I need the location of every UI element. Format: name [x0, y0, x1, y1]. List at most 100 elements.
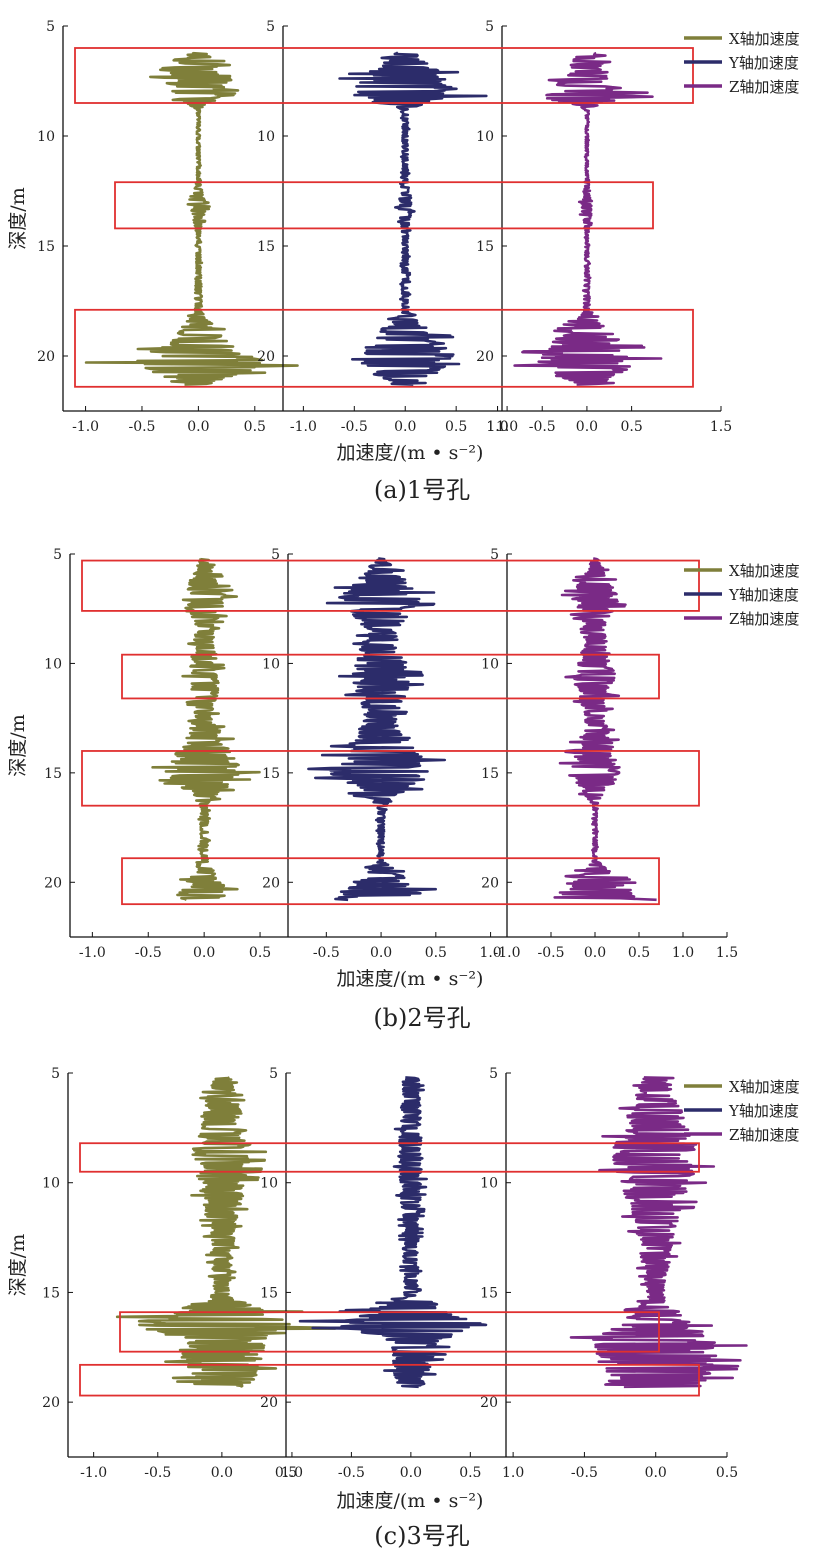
highlight-box — [81, 750, 700, 807]
legend: X轴加速度 Y轴加速度 Z轴加速度 — [684, 562, 800, 628]
x-tick-label: 0.5 — [716, 1465, 738, 1481]
x-tick-label: -0.5 — [338, 1465, 365, 1481]
y-axis-title: 深度/m — [7, 187, 29, 249]
x-tick-label: 0.5 — [445, 419, 467, 435]
x-tick-label: 0.0 — [211, 1465, 233, 1481]
x-tick-label: 1.0 — [502, 1465, 524, 1481]
highlight-box — [79, 1142, 700, 1173]
y-tick-label: 5 — [489, 1066, 498, 1082]
highlight-box — [79, 1363, 700, 1397]
x-tick-label: -1.0 — [290, 419, 317, 435]
trace-y — [338, 51, 488, 386]
x-tick-label: -0.5 — [135, 945, 162, 961]
x-tick-label: 0.0 — [645, 1465, 667, 1481]
subfigure-3: 5 10 15 20 -1.0 -0.5 0.0 0.5 5 10 15 20 1.0 -0.5 0.0 0.… — [7, 1066, 800, 1550]
y-tick-label: 15 — [42, 1285, 60, 1301]
trace-z — [553, 557, 657, 902]
x-tick-label: -0.5 — [341, 419, 368, 435]
x-axis-title: 加速度/(m • s⁻²) — [337, 968, 484, 990]
highlight-box — [121, 857, 660, 906]
panel-z: 5 10 15 20 -1.0 -0.5 0.0 0.5 1.0 1.5 — [481, 547, 738, 961]
y-tick-label: 15 — [37, 239, 55, 255]
x-axis-title: 加速度/(m • s⁻²) — [337, 1490, 484, 1512]
y-tick-label: 5 — [269, 1066, 278, 1082]
x-tick-label: 1.0 — [672, 945, 694, 961]
panel-x: 5 10 15 20 -1.0 -0.5 0.0 0.5 — [37, 19, 299, 435]
y-tick-label: 15 — [262, 766, 280, 782]
legend: X轴加速度 Y轴加速度 Z轴加速度 — [684, 1078, 800, 1144]
x-tick-label: 1.0 — [496, 419, 518, 435]
x-tick-label: 0.5 — [425, 945, 447, 961]
x-tick-label: -0.5 — [571, 1465, 598, 1481]
panel-x: 5 10 15 20 -1.0 -0.5 0.0 0.5 — [44, 547, 271, 961]
y-tick-label: 5 — [490, 547, 499, 563]
y-tick-label: 10 — [481, 656, 499, 672]
trace-y — [307, 557, 447, 902]
y-tick-label: 20 — [44, 875, 62, 891]
x-tick-label: 0.0 — [187, 419, 209, 435]
panel-y: 5 10 15 20 -1.0 -0.5 0.0 0.5 1.0 — [257, 19, 518, 435]
subfigure-caption: (a)1号孔 — [374, 476, 470, 504]
highlight-box — [114, 181, 654, 230]
y-tick-label: 5 — [266, 19, 275, 35]
x-tick-label: -0.5 — [144, 1465, 171, 1481]
y-tick-label: 10 — [480, 1176, 498, 1192]
y-tick-label: 5 — [53, 547, 62, 563]
y-tick-label: 5 — [46, 19, 55, 35]
x-tick-label: 1.0 — [486, 419, 508, 435]
x-tick-label: 0.0 — [400, 1465, 422, 1481]
trace-x — [84, 51, 299, 386]
x-tick-label: 0.0 — [584, 945, 606, 961]
trace-x — [115, 1076, 339, 1388]
x-tick-label: 0.5 — [249, 945, 271, 961]
y-tick-label: 10 — [37, 129, 55, 145]
panel-y: 5 10 15 20 1.0 -0.5 0.0 0.5 — [260, 1066, 488, 1481]
y-tick-label: 20 — [260, 1395, 278, 1411]
y-tick-label: 20 — [37, 349, 55, 365]
subfigure-caption: (c)3号孔 — [374, 1522, 469, 1550]
legend-label-z: Z轴加速度 — [729, 610, 799, 628]
x-axis-title: 加速度/(m • s⁻²) — [337, 442, 484, 464]
x-tick-label: -1.0 — [79, 945, 106, 961]
legend-label-y: Y轴加速度 — [728, 1102, 799, 1120]
x-tick-label: 1.0 — [281, 1465, 303, 1481]
legend-label-y: Y轴加速度 — [728, 586, 799, 604]
highlight-box — [74, 308, 694, 388]
y-tick-label: 20 — [42, 1395, 60, 1411]
x-tick-label: -1.0 — [494, 945, 521, 961]
trace-z — [569, 1076, 748, 1389]
x-tick-label: 1.5 — [710, 419, 732, 435]
y-tick-label: 15 — [257, 239, 275, 255]
highlight-box — [121, 653, 660, 700]
highlight-box — [119, 1311, 660, 1353]
y-tick-label: 10 — [262, 656, 280, 672]
x-tick-label: -0.5 — [538, 945, 565, 961]
subfigure-caption: (b)2号孔 — [373, 1004, 470, 1032]
y-tick-label: 10 — [476, 129, 494, 145]
x-tick-label: 1.0 — [479, 945, 501, 961]
trace-y — [298, 1076, 488, 1389]
panel-z: 5 10 15 20 1.0 -0.5 0.0 0.5 1.0 1.5 — [476, 19, 732, 435]
trace-z — [513, 51, 663, 386]
x-tick-label: 1.0 — [486, 419, 508, 435]
panel-x: 5 10 15 20 -1.0 -0.5 0.0 0.5 — [42, 1066, 339, 1481]
legend-label-z: Z轴加速度 — [729, 78, 799, 96]
legend-label-z: Z轴加速度 — [729, 1126, 799, 1144]
x-tick-label: 0.5 — [244, 419, 266, 435]
x-tick-label: -0.5 — [313, 945, 340, 961]
y-tick-label: 10 — [260, 1176, 278, 1192]
highlight-box — [74, 47, 694, 104]
y-tick-label: 20 — [257, 349, 275, 365]
y-tick-label: 10 — [42, 1176, 60, 1192]
x-tick-label: 0.5 — [628, 945, 650, 961]
y-tick-label: 15 — [480, 1285, 498, 1301]
panel-z: 5 10 15 20 1.0 -0.5 0.0 0.5 — [480, 1066, 748, 1481]
x-tick-label: -1.0 — [72, 419, 99, 435]
y-tick-label: 20 — [262, 875, 280, 891]
x-tick-label: 0.0 — [370, 945, 392, 961]
panel-y: 5 10 15 20 -0.5 0.0 0.5 1.0 — [262, 547, 502, 961]
y-tick-label: 5 — [271, 547, 280, 563]
y-tick-label: 5 — [51, 1066, 60, 1082]
x-tick-label: -0.5 — [529, 419, 556, 435]
